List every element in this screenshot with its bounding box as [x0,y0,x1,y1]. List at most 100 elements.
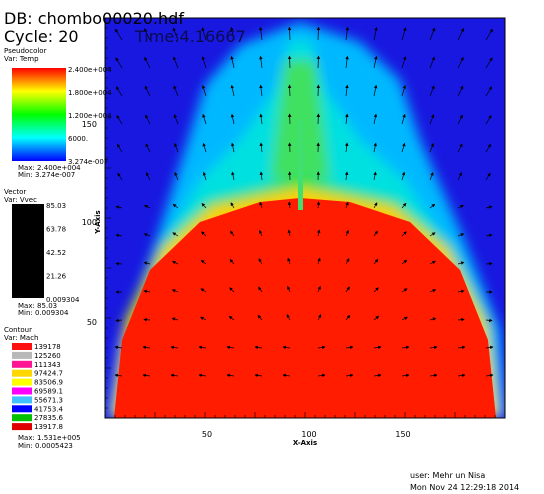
vector-arrow [485,345,494,350]
cycle-label: Cycle: 20 [4,27,79,46]
contour-swatch [12,360,32,368]
vector-arrow [373,345,382,350]
vector-arrow [171,317,179,321]
vector-arrow [429,56,435,69]
contour-label: 139178 [34,343,61,351]
axis-ticks [104,17,506,419]
vector-arrow [429,85,435,97]
hot-dome [114,198,496,418]
vector-arrow [317,314,322,321]
vector-arrow [145,143,151,153]
vector-arrow [259,201,263,209]
vector-arrow [429,373,438,378]
vector-arrow [317,345,326,350]
vector-arrow [115,261,123,266]
vector-arrow [373,287,379,293]
vector-arrow [201,231,207,237]
y-tick-label: 50 [87,318,97,327]
vector-arrow [259,142,263,153]
vector-arrow [229,287,235,293]
vector-arrow [230,230,235,237]
vector-arrow [198,345,207,350]
vector-arrow [457,114,463,125]
vector-arrow [172,27,179,41]
colorbar-label: 3.274e-007 [68,158,108,166]
vector-bar [12,204,44,298]
vector-arrow [429,27,436,41]
vector-arrow [117,172,123,181]
vector-arrow [282,345,291,350]
vector-arrow [401,288,408,293]
legend-min: Min: 3.274e-007 [18,171,75,179]
vector-arrow [317,285,321,293]
colorbar-label: 2.400e+004 [68,66,112,74]
legend-min: Min: 0.0005423 [18,442,73,450]
vector-label: 85.03 [46,202,66,210]
vector-label: 63.78 [46,226,66,234]
vector-arrow [345,55,349,69]
vector-arrow [345,201,349,209]
vector-arrow [429,203,436,209]
vector-arrow [401,113,406,125]
vector-arrow [287,26,292,41]
vector-arrow [144,85,151,97]
y-tick-label: 150 [82,120,97,129]
legend-title: Contour [4,326,32,334]
vector-arrow [345,373,354,378]
axis-tick-labels: 50 100 150 50 100 150 [82,120,411,439]
vector-arrow [485,143,491,153]
vector-arrow [287,55,292,69]
vector-arrow [485,115,492,125]
vector-arrow [345,229,349,237]
vector-arrow [201,202,207,209]
vector-arrow [345,286,350,293]
vector-arrow [143,317,151,322]
vector-arrow [286,314,291,321]
vector-arrow [202,171,207,181]
vector-arrow [429,114,435,125]
vector-arrow [200,259,207,265]
vector-arrow [429,232,436,237]
vector-arrow [258,286,263,293]
vector-arrow [114,373,123,378]
vector-arrow [316,229,321,237]
vector-arrow [401,56,407,69]
vector-arrow [144,56,151,69]
vector-arrow [287,84,292,97]
vector-arrow [174,171,179,181]
vector-arrow [116,115,123,125]
vector-arrow [373,202,378,209]
contour-levels: 13917812526011134397424.783506.969589.15… [12,343,63,431]
vector-arrow [373,26,378,41]
vector-arrow [429,171,434,181]
x-tick-label: 150 [395,430,410,439]
legend-title: Pseudocolor [4,47,47,55]
vector-arrow [171,289,179,293]
vector-arrow [259,55,263,69]
vector-arrow [231,171,235,181]
contour-label: 111343 [34,361,61,369]
legend-var: Var: Temp [4,55,39,63]
vector-arrow [345,84,349,97]
vector-arrow [316,55,321,69]
vector-arrow [429,260,436,265]
vector-arrow [114,345,123,350]
vector-arrow [373,84,378,97]
contour-label: 27835.6 [34,414,63,422]
contour-swatch [12,369,32,377]
vector-arrow [174,143,179,153]
vector-arrow [202,142,207,153]
contour-swatch [12,423,32,431]
x-tick-label: 100 [301,430,316,439]
vector-arrow [401,27,407,41]
vector-arrow [230,55,235,69]
contour-swatch [12,396,32,404]
vector-arrow [373,113,378,125]
vector-arrow [143,233,151,237]
vector-arrow [373,55,378,69]
vector-arrow [316,26,321,41]
time-label: Time:4.16667 [134,27,246,46]
vector-arrow [317,373,326,378]
vector-label: 0.009304 [46,296,80,304]
